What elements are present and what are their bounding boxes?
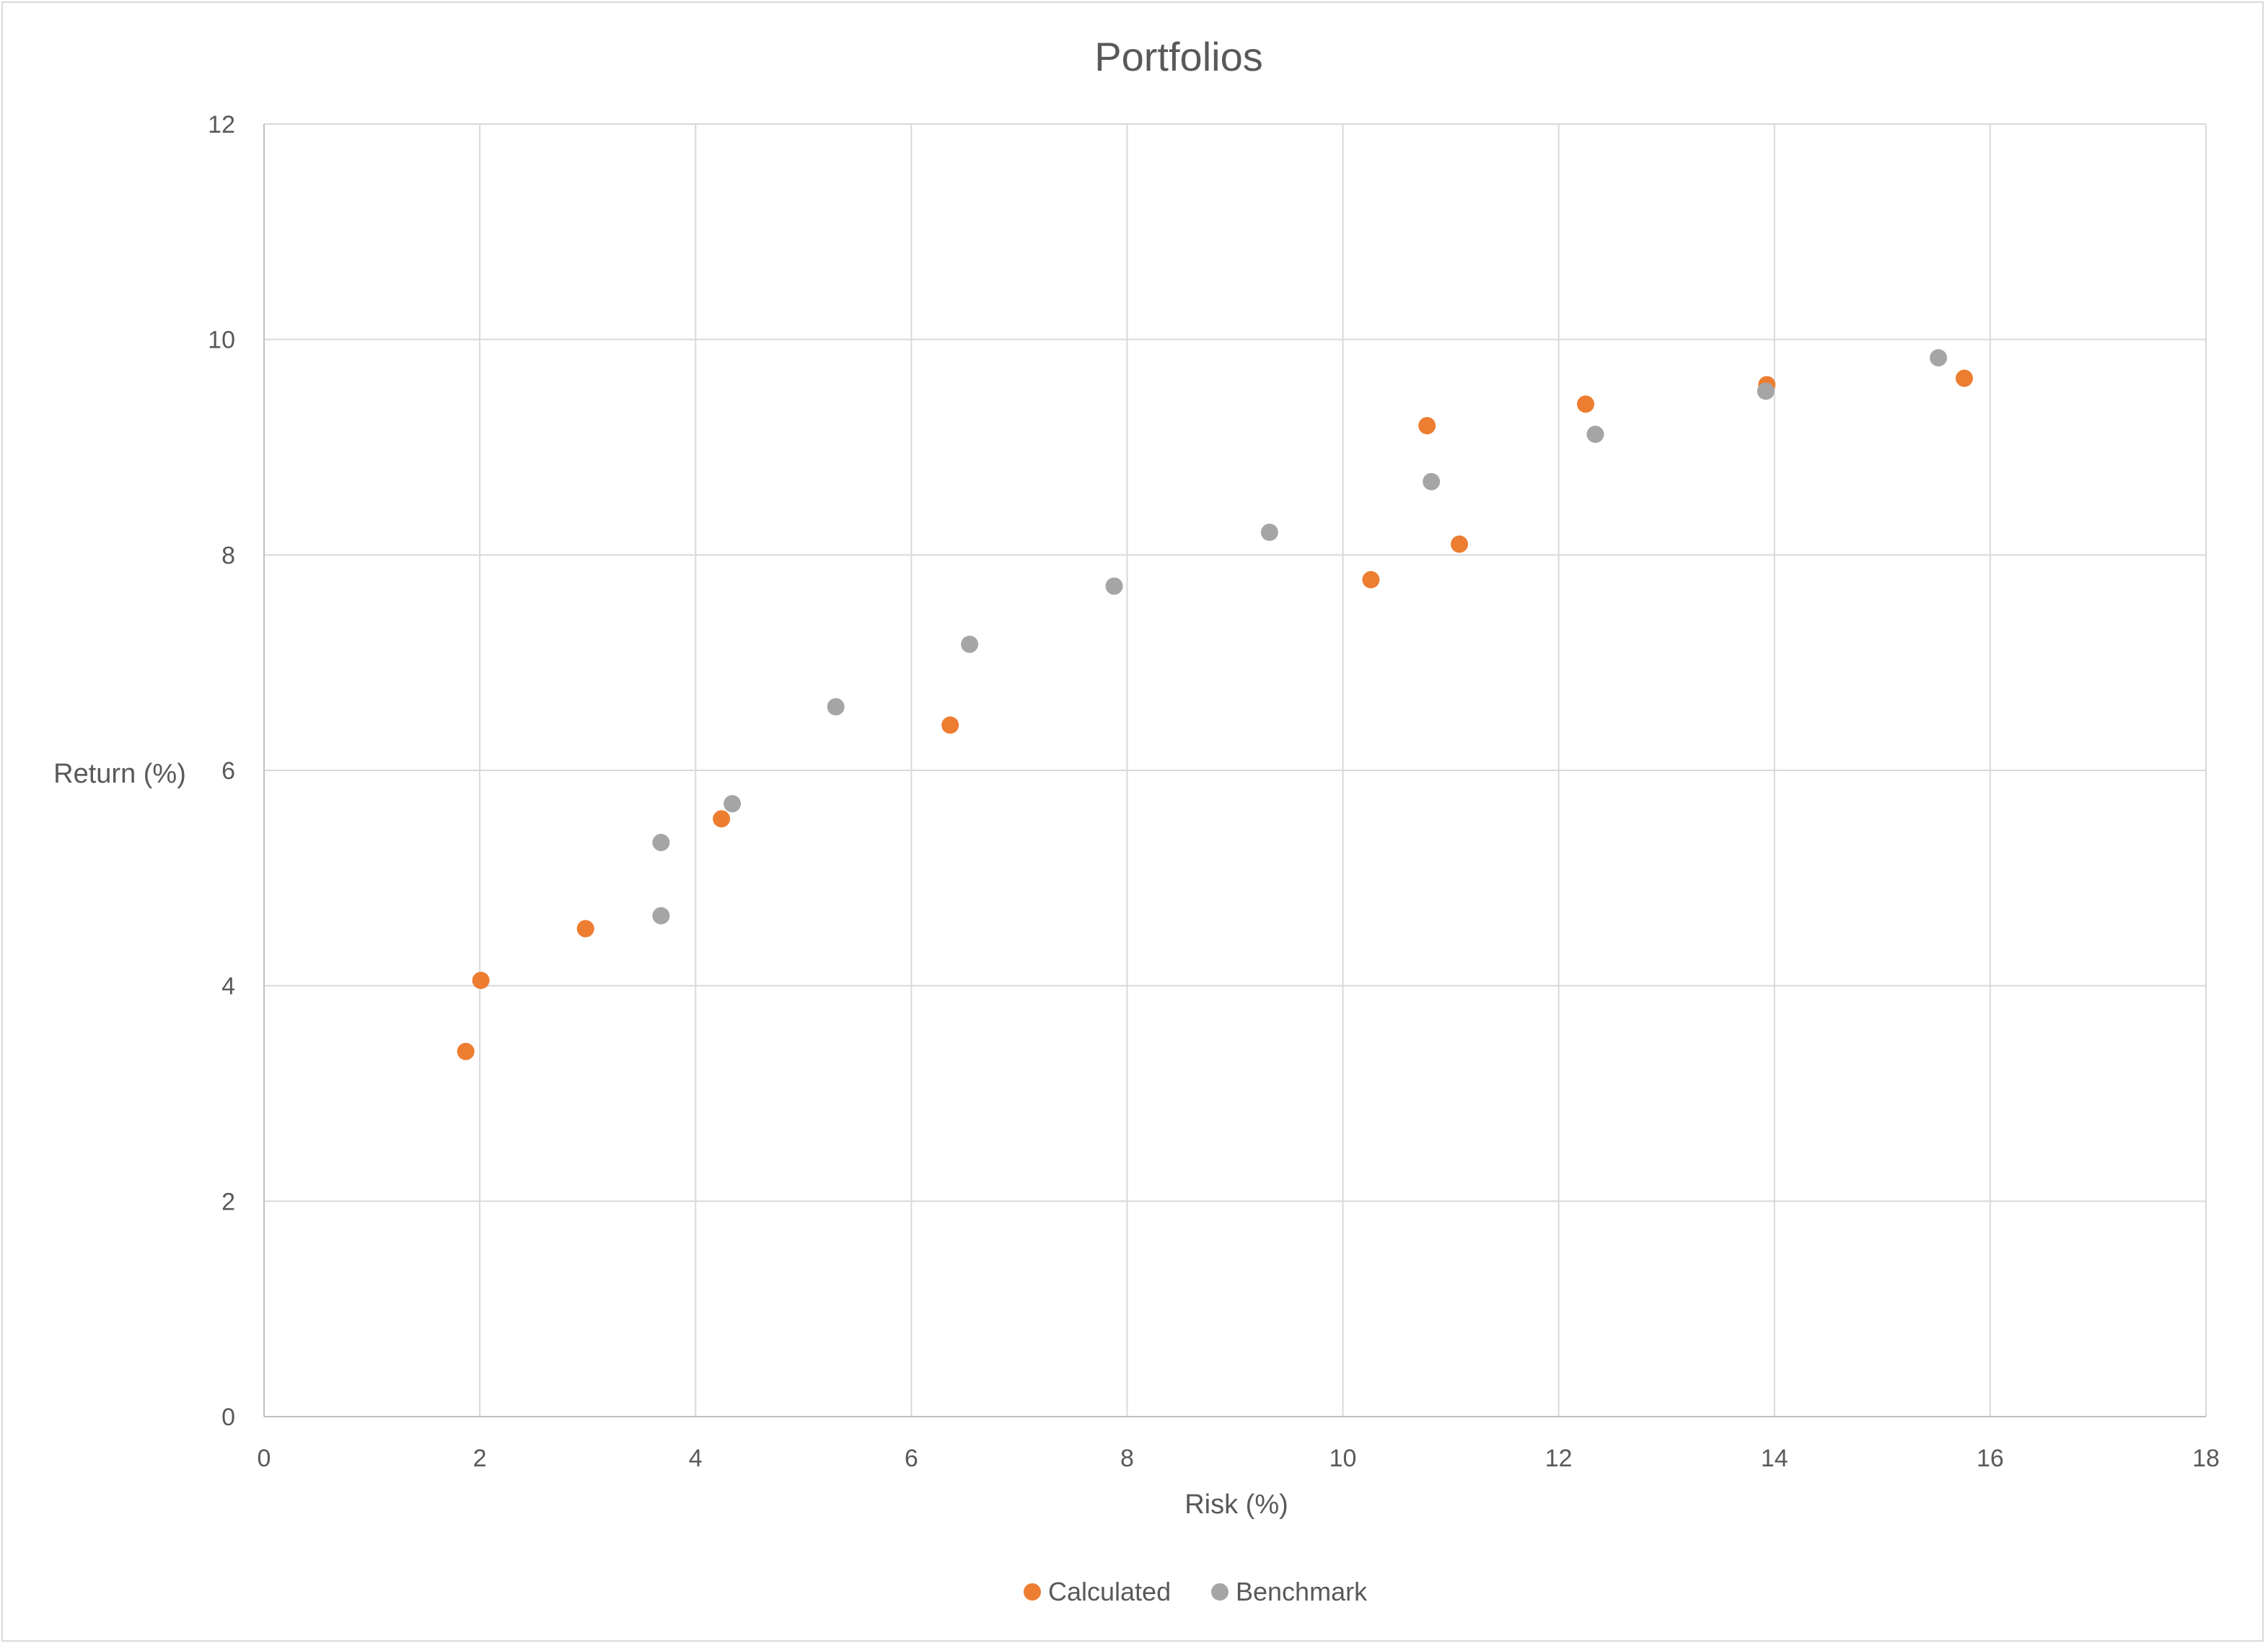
data-point[interactable] — [713, 810, 731, 828]
y-axis-title: Return (%) — [53, 759, 186, 789]
data-point[interactable] — [652, 834, 670, 852]
x-tick-label: 10 — [1329, 1445, 1357, 1472]
data-point[interactable] — [1362, 571, 1380, 589]
x-tick-label: 14 — [1761, 1445, 1788, 1472]
x-tick-labels: 0 2 4 6 8 10 12 14 16 18 — [258, 1445, 2220, 1472]
data-point[interactable] — [472, 972, 490, 990]
x-tick-label: 18 — [2192, 1445, 2220, 1472]
data-point[interactable] — [941, 716, 959, 734]
data-point[interactable] — [457, 1042, 475, 1060]
data-point[interactable] — [1260, 523, 1278, 541]
data-point[interactable] — [724, 795, 742, 813]
data-point[interactable] — [1418, 417, 1436, 435]
data-point[interactable] — [1930, 349, 1948, 367]
gridlines — [264, 123, 2207, 1417]
y-tick-label: 4 — [221, 973, 235, 1000]
data-point[interactable] — [1105, 577, 1123, 595]
x-tick-label: 16 — [1977, 1445, 2004, 1472]
data-point[interactable] — [1451, 535, 1469, 553]
data-point[interactable] — [1757, 382, 1775, 400]
data-point[interactable] — [652, 907, 670, 925]
legend-item-benchmark[interactable]: Benchmark — [1211, 1577, 1368, 1606]
legend[interactable]: Calculated Benchmark — [1024, 1577, 1368, 1606]
x-tick-label: 8 — [1120, 1445, 1134, 1472]
data-points — [457, 349, 1973, 1060]
data-point[interactable] — [1423, 472, 1441, 490]
y-tick-label: 6 — [221, 757, 235, 785]
x-tick-label: 6 — [905, 1445, 918, 1472]
legend-item-calculated[interactable]: Calculated — [1024, 1577, 1171, 1606]
axes — [263, 124, 2206, 1417]
data-point[interactable] — [827, 697, 845, 716]
x-tick-label: 4 — [689, 1445, 703, 1472]
data-point[interactable] — [1955, 369, 1973, 387]
y-tick-labels: 0 2 4 6 8 10 12 — [208, 111, 235, 1431]
y-tick-label: 8 — [221, 542, 235, 569]
y-tick-label: 2 — [221, 1188, 235, 1215]
data-point[interactable] — [1577, 395, 1595, 413]
series-calculated — [457, 369, 1973, 1060]
y-tick-label: 10 — [208, 327, 235, 354]
legend-marker — [1211, 1583, 1228, 1601]
legend-label: Calculated — [1048, 1577, 1171, 1606]
x-tick-label: 12 — [1545, 1445, 1573, 1472]
data-point[interactable] — [961, 635, 979, 653]
data-point[interactable] — [576, 920, 594, 938]
x-axis-title: Risk (%) — [1184, 1489, 1288, 1520]
legend-label: Benchmark — [1236, 1577, 1368, 1606]
legend-marker — [1024, 1583, 1041, 1601]
y-tick-label: 12 — [208, 111, 235, 138]
x-tick-label: 2 — [473, 1445, 487, 1472]
chart-title: Portfolios — [1094, 34, 1262, 79]
data-point[interactable] — [1586, 426, 1604, 444]
y-tick-label: 0 — [221, 1404, 235, 1431]
series-benchmark — [652, 349, 1948, 925]
x-tick-label: 0 — [258, 1445, 271, 1472]
